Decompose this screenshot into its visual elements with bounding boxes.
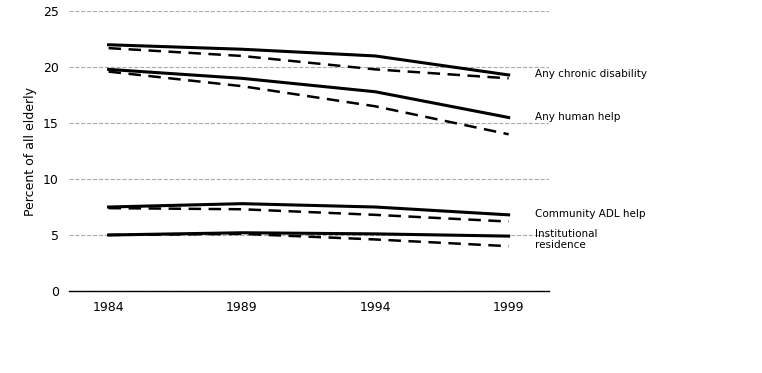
Text: Community ADL help: Community ADL help bbox=[535, 209, 646, 219]
Text: Institutional
residence: Institutional residence bbox=[535, 229, 598, 250]
Y-axis label: Percent of all elderly: Percent of all elderly bbox=[24, 87, 37, 216]
Text: Any chronic disability: Any chronic disability bbox=[535, 69, 647, 79]
Text: Any human help: Any human help bbox=[535, 113, 621, 122]
